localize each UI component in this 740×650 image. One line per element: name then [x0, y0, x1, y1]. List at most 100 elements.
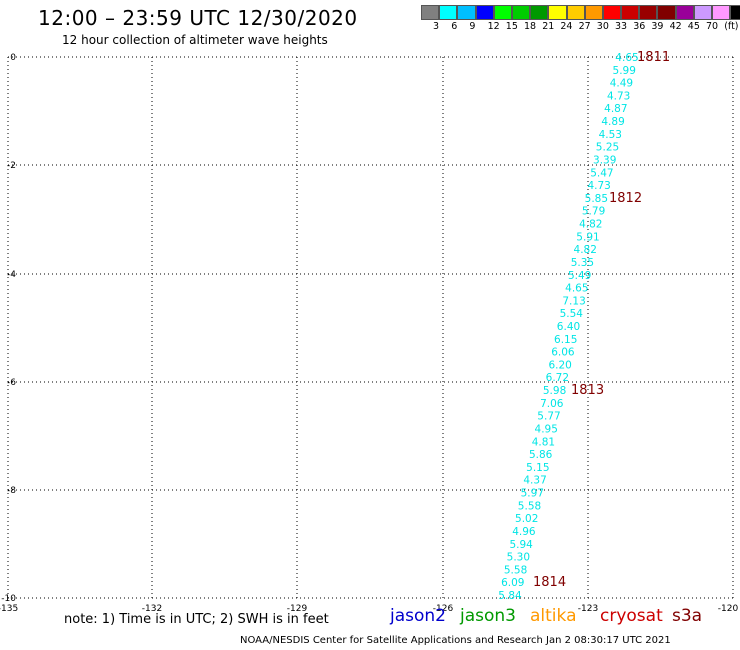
footer-credit: NOAA/NESDIS Center for Satellite Applica… [240, 635, 671, 646]
wave-height-label: 4.82 [574, 244, 597, 256]
scale-swatch [475, 5, 494, 20]
scale-swatch [421, 5, 440, 20]
wave-height-label: 5.15 [526, 462, 549, 474]
scale-label: 6 [451, 21, 458, 32]
scale-label: 70 [706, 21, 719, 32]
scale-label: 27 [578, 21, 591, 32]
scale-label: (ft) [724, 21, 739, 32]
satellite-s3a: s3a [672, 606, 703, 626]
wave-height-label: 4.73 [587, 180, 610, 192]
scale-label: 18 [524, 21, 537, 32]
wave-height-label: 7.13 [562, 295, 585, 307]
wave-height-label: 6.09 [501, 577, 524, 589]
scale-label: 9 [469, 21, 476, 32]
wave-height-label: 4.37 [523, 475, 546, 487]
y-tick-label: -6 [7, 378, 16, 388]
wave-height-label: 4.89 [601, 116, 624, 128]
wave-height-label: 5.99 [613, 65, 636, 77]
scale-label: 24 [560, 21, 573, 32]
wave-height-label: 6.72 [546, 372, 569, 384]
scale-label: 21 [542, 21, 555, 32]
wave-height-label: 5.35 [571, 257, 594, 269]
scale-label: 45 [687, 21, 700, 32]
scale-swatch [602, 5, 622, 20]
y-tick-label: -8 [7, 486, 16, 496]
wave-height-label: 4.65 [565, 283, 588, 295]
scale-swatch [457, 5, 476, 20]
scale-label: 36 [633, 21, 646, 32]
scale-label: 15 [505, 21, 518, 32]
wave-height-label: 5.97 [521, 488, 544, 500]
note-text: note: 1) Time is in UTC; 2) SWH is in fe… [64, 612, 329, 627]
wave-height-label: 5.25 [596, 142, 619, 154]
scale-swatch [511, 5, 531, 20]
wave-height-label: 5.49 [568, 270, 591, 282]
wave-height-label: 5.84 [498, 590, 522, 602]
satellite-jason3: jason3 [460, 606, 516, 626]
time-label: 1812 [609, 191, 642, 206]
x-tick-label: -120 [718, 604, 739, 614]
wave-height-label: 4.95 [535, 423, 558, 435]
scale-swatch [548, 5, 567, 20]
wave-height-label: 5.02 [515, 513, 538, 525]
wave-height-label: 4.49 [610, 78, 633, 90]
wave-height-label: 5.30 [507, 552, 530, 564]
scale-swatch [566, 5, 585, 20]
scale-label: 42 [669, 21, 682, 32]
scale-swatch [493, 5, 512, 20]
wave-height-label: 6.06 [551, 347, 575, 359]
y-tick-label: 0 [10, 53, 16, 63]
scale-label: 33 [615, 21, 628, 32]
wave-height-label: 4.81 [532, 436, 555, 448]
wave-height-label: 4.73 [607, 90, 630, 102]
scale-swatch [530, 5, 549, 20]
wave-height-label: 4.96 [512, 526, 536, 538]
wave-height-label: 4.65 [615, 52, 638, 64]
time-label: 1814 [533, 575, 566, 590]
wave-height-label: 5.54 [560, 308, 584, 320]
scale-label: 39 [651, 21, 664, 32]
scale-swatch [730, 5, 740, 20]
scale-label: 12 [487, 21, 500, 32]
wave-height-label: 5.85 [585, 193, 608, 205]
wave-height-label: 5.98 [543, 385, 566, 397]
x-tick-label: -123 [578, 604, 598, 614]
y-tick-label: -2 [7, 161, 16, 171]
wave-height-label: 5.47 [590, 167, 613, 179]
wave-height-label: 6.15 [554, 334, 577, 346]
wave-height-label: 4.82 [579, 219, 602, 231]
wave-height-label: 6.40 [557, 321, 580, 333]
wave-height-label: 5.77 [537, 411, 560, 423]
y-tick-label: -4 [7, 270, 16, 280]
scale-swatch [657, 5, 676, 20]
x-tick-label: -135 [0, 604, 18, 614]
x-tick-label: -129 [287, 604, 308, 614]
x-tick-label: -132 [142, 604, 162, 614]
scale-swatch [439, 5, 458, 20]
wave-height-color-scale [421, 5, 740, 21]
satellite-jason2: jason2 [390, 606, 446, 626]
scale-swatch [693, 5, 712, 20]
wave-height-label: 5.91 [576, 231, 599, 243]
wave-height-label: 7.06 [540, 398, 564, 410]
scale-swatch [621, 5, 640, 20]
scale-swatch [712, 5, 731, 20]
scale-swatch [639, 5, 658, 20]
wave-height-label: 6.20 [548, 359, 571, 371]
map-title: 12:00 – 23:59 UTC 12/30/2020 [38, 6, 358, 30]
scale-label: 3 [433, 21, 440, 32]
scale-swatch [584, 5, 603, 20]
satellite-cryosat: cryosat [600, 606, 663, 626]
wave-height-label: 4.87 [604, 103, 627, 115]
wave-height-label: 5.94 [509, 539, 533, 551]
satellite-altika: altika [530, 606, 577, 626]
time-label: 1811 [637, 50, 670, 65]
y-tick-label: -10 [1, 594, 16, 604]
wave-height-label: 5.58 [518, 500, 541, 512]
time-label: 1813 [571, 383, 604, 398]
map-subtitle: 12 hour collection of altimeter wave hei… [62, 33, 328, 47]
wave-height-label: 3.39 [593, 154, 616, 166]
wave-height-label: 4.53 [599, 129, 622, 141]
x-tick-label: -126 [433, 604, 454, 614]
